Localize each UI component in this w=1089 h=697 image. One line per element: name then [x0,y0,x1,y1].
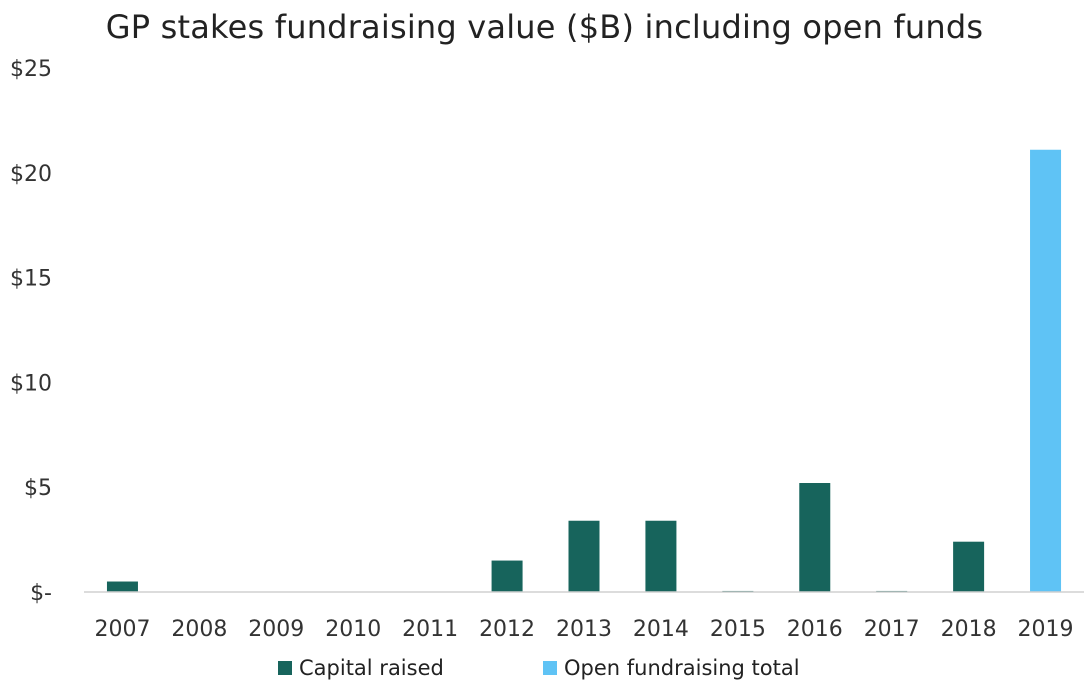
bar-open-fundraising-total-2019 [1030,149,1062,592]
x-tick-label: 2015 [710,617,766,642]
x-tick-label: 2007 [94,617,150,642]
bars [106,149,1062,593]
x-tick-label: 2011 [402,617,458,642]
chart-title: GP stakes fundraising value ($B) includi… [105,8,984,46]
legend-swatch-open-fundraising-total [543,661,557,675]
bar-capital-raised-2007 [106,581,138,592]
legend: Capital raised Open fundraising total [0,656,1089,686]
legend-label-capital-raised: Capital raised [299,656,444,680]
bar-capital-raised-2018 [953,541,985,592]
legend-item-capital-raised: Capital raised [278,656,444,680]
x-tick-label: 2009 [248,617,304,642]
x-tick-label: 2016 [787,617,843,642]
legend-label-open-fundraising-total: Open fundraising total [564,656,800,680]
x-tick-label: 2013 [556,617,612,642]
y-tick-label: $25 [10,57,52,82]
y-tick-label: $15 [10,267,52,292]
x-tick-label: 2008 [171,617,227,642]
x-tick-label: 2019 [1018,617,1074,642]
y-tick-label: $5 [24,476,52,501]
x-axis-ticks: 2007 2008 2009 2010 2011 2012 2013 2014 2015 2016… [94,617,1073,642]
x-tick-label: 2017 [864,617,920,642]
bar-capital-raised-2014 [645,520,677,592]
y-tick-label: $10 [10,371,52,396]
x-tick-label: 2010 [325,617,381,642]
legend-swatch-capital-raised [278,661,292,675]
legend-item-open-fundraising-total: Open fundraising total [543,656,800,680]
bar-capital-raised-2016 [799,483,831,592]
x-tick-label: 2014 [633,617,689,642]
y-tick-label: $20 [10,162,52,187]
x-tick-label: 2012 [479,617,535,642]
y-axis-ticks: $- $5 $10 $15 $20 $25 [10,57,52,606]
x-tick-label: 2018 [941,617,997,642]
bar-capital-raised-2012 [491,560,523,592]
bar-capital-raised-2013 [568,520,600,592]
y-tick-label: $- [30,581,52,606]
